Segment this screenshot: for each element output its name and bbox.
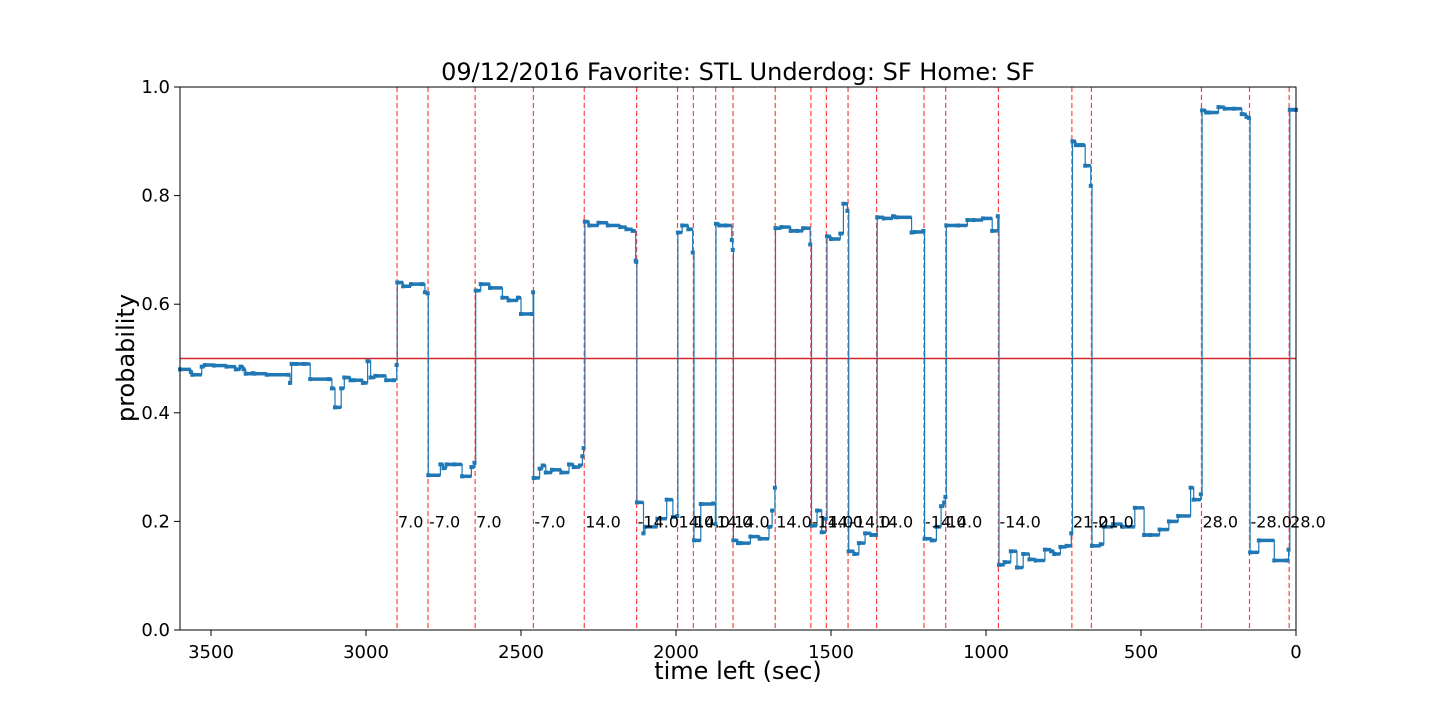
x-tick-label: 3500 xyxy=(188,642,234,663)
data-point xyxy=(634,259,639,264)
event-label: 14.0 xyxy=(717,512,753,531)
event-label: -21.0 xyxy=(1092,512,1133,531)
x-axis-label: time left (sec) xyxy=(654,657,822,685)
data-point xyxy=(1088,183,1093,188)
event-label: 14.0 xyxy=(878,512,914,531)
event-label: 14.0 xyxy=(679,512,715,531)
data-point xyxy=(943,494,948,499)
data-point xyxy=(690,250,695,255)
data-point xyxy=(394,363,399,368)
x-tick-label: 1000 xyxy=(963,642,1009,663)
event-label: 14.0 xyxy=(776,512,812,531)
data-point xyxy=(730,247,735,252)
chart-title: 09/12/2016 Favorite: STL Underdog: SF Ho… xyxy=(441,58,1035,86)
event-label: -14.0 xyxy=(925,512,966,531)
data-point xyxy=(808,242,813,247)
data-point xyxy=(772,485,777,490)
event-label: 14.0 xyxy=(734,512,770,531)
event-label: 28.0 xyxy=(1290,512,1326,531)
y-tick-label: 0.2 xyxy=(141,511,170,532)
event-label: 28.0 xyxy=(1202,512,1238,531)
event-label: -7.0 xyxy=(429,512,460,531)
data-point xyxy=(1198,492,1203,497)
x-tick-label: 0 xyxy=(1290,642,1301,663)
y-tick-label: 0.6 xyxy=(141,294,170,315)
event-label: 14.0 xyxy=(694,512,730,531)
data-point xyxy=(425,291,430,296)
event-label: -14.0 xyxy=(849,512,890,531)
data-point xyxy=(823,516,828,521)
y-tick-label: 0.4 xyxy=(141,403,170,424)
data-point xyxy=(845,208,850,213)
x-tick-label: 1500 xyxy=(808,642,854,663)
event-label: -14.0 xyxy=(999,512,1040,531)
data-point xyxy=(288,380,293,385)
event-label: -14.0 xyxy=(812,512,853,531)
data-point xyxy=(641,531,646,536)
data-point xyxy=(713,522,718,527)
x-tick-label: 2000 xyxy=(653,642,699,663)
data-point xyxy=(580,454,585,459)
data-point xyxy=(422,290,427,295)
event-label: 14.0 xyxy=(827,512,863,531)
event-label: 21.0 xyxy=(1073,512,1109,531)
event-label: 14.0 xyxy=(585,512,621,531)
data-point xyxy=(729,238,734,243)
y-tick-label: 0.0 xyxy=(141,620,170,641)
x-tick-label: 500 xyxy=(1124,642,1158,663)
x-tick-label: 3000 xyxy=(343,642,389,663)
data-point xyxy=(531,290,536,295)
event-label: 7.0 xyxy=(398,512,423,531)
event-label: -7.0 xyxy=(534,512,565,531)
data-point xyxy=(942,500,947,505)
data-point xyxy=(1069,531,1074,536)
plot-area: 7.0 -7.0 7.0 -7.0 14.0 -14.0 14.014.014.014.0 1… xyxy=(141,77,1325,663)
event-label: 7.0 xyxy=(476,512,501,531)
data-point xyxy=(1246,115,1251,120)
event-label: -28.0 xyxy=(1251,512,1292,531)
data-point xyxy=(581,446,586,451)
data-point xyxy=(188,370,193,375)
event-label: 14.0 xyxy=(947,512,983,531)
data-point xyxy=(1021,551,1026,556)
y-axis-label: probability xyxy=(112,294,140,422)
y-tick-label: 1.0 xyxy=(141,77,170,98)
data-point xyxy=(1244,114,1249,119)
data-point xyxy=(472,460,477,465)
data-point xyxy=(241,367,246,372)
event-label: -14.0 xyxy=(638,512,679,531)
y-tick-label: 0.8 xyxy=(141,186,170,207)
data-point xyxy=(995,214,1000,219)
data-point xyxy=(1286,547,1291,552)
plot-frame xyxy=(179,86,1297,631)
x-tick-label: 2500 xyxy=(498,642,544,663)
data-point xyxy=(770,508,775,513)
